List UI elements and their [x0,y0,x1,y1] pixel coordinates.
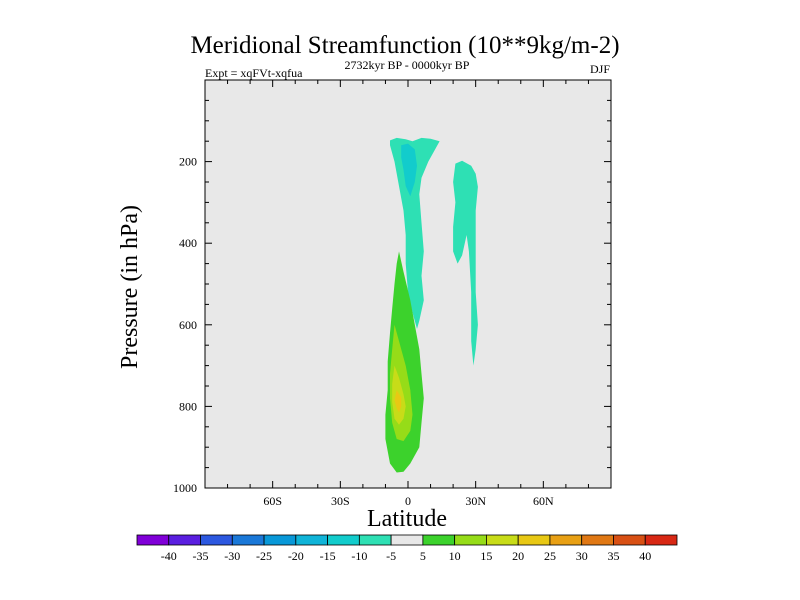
x-tick-label: 30S [331,494,350,508]
colorbar-swatch [454,534,487,546]
colorbar-swatch [327,534,360,546]
y-axis-ticks: 200 400 600 800 1000 [173,99,611,495]
colorbar-swatch [358,534,392,546]
colorbar-swatch [168,534,201,546]
colorbar-swatch [200,534,233,546]
colorbar-label: -5 [386,549,396,563]
colorbar-label: -20 [288,549,304,563]
colorbar-label: 25 [544,549,556,563]
colorbar: -40 -35 -30 -25 -20 -15 -10 -5 5 10 15 20 25 30 35 40 [136,534,678,563]
x-axis-label: Latitude [367,506,447,532]
colorbar-swatch [422,534,456,546]
colorbar-swatch [263,534,297,546]
y-tick-label: 200 [179,155,197,169]
colorbar-swatch [136,534,170,546]
contour-region-north-subtropical-negative [453,160,478,366]
contour-regions [385,137,478,473]
colorbar-label: 10 [449,549,461,563]
colorbar-label: 35 [607,549,619,563]
colorbar-label: 20 [512,549,524,563]
colorbar-swatch [644,534,678,546]
y-tick-label: 800 [179,399,197,413]
colorbar-label: -25 [256,549,272,563]
colorbar-swatch [549,534,583,546]
subtitle-left: Expt = xqFVt-xqfua [205,66,303,80]
colorbar-swatch [581,534,614,546]
colorbar-label: -30 [224,549,240,563]
x-tick-label: 30N [465,494,486,508]
x-tick-label: 0 [405,494,411,508]
contour-region-equatorial-upper-negative [390,137,440,329]
colorbar-label: -10 [351,549,367,563]
colorbar-label: -35 [193,549,209,563]
contour-region-equatorial-upper-core [401,143,417,197]
colorbar-swatch [486,534,519,546]
y-tick-label: 1000 [173,481,197,495]
colorbar-label: 40 [639,549,651,563]
colorbar-swatch [390,534,424,546]
subtitle-right: DJF [590,62,610,76]
colorbar-label: -15 [320,549,336,563]
x-tick-label: 60N [533,494,554,508]
colorbar-label: 30 [576,549,588,563]
colorbar-swatch [231,534,265,546]
colorbar-label: 5 [420,549,426,563]
x-axis-ticks: 60S 30S 0 30N 60N [204,80,612,508]
y-tick-label: 400 [179,236,197,250]
subtitle-center: 2732kyr BP - 0000kyr BP [345,58,470,72]
y-tick-label: 600 [179,318,197,332]
colorbar-label: -40 [161,549,177,563]
colorbar-swatch [613,534,646,546]
colorbar-swatch [517,534,551,546]
colorbar-label: 15 [480,549,492,563]
x-tick-label: 60S [263,494,282,508]
y-axis-label: Pressure (in hPa) [117,205,143,369]
colorbar-swatch [295,534,328,546]
chart-title: Meridional Streamfunction (10**9kg/m-2) [190,32,619,59]
contour-region-lower-positive-20-25 [394,390,402,413]
